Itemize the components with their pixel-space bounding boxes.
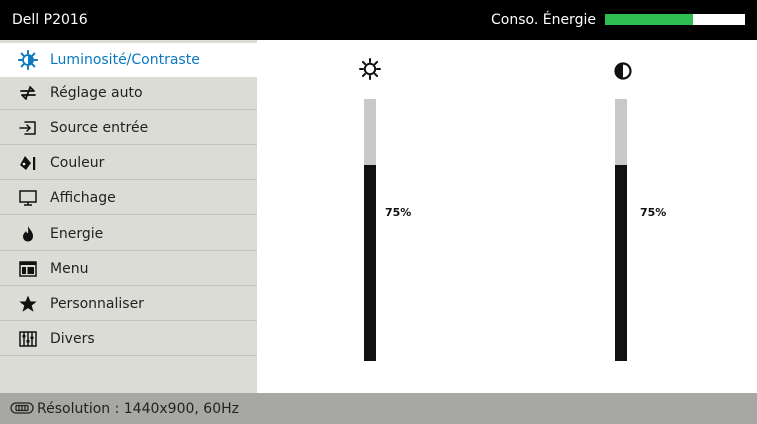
title-bar: Dell P2016 Conso. Énergie — [0, 0, 757, 40]
menu-icon — [18, 259, 38, 279]
menu-item-color[interactable]: Couleur — [0, 146, 257, 180]
menu-item-brightness-contrast[interactable]: Luminosité/Contraste — [0, 43, 257, 77]
others-icon — [18, 329, 38, 349]
contrast-value: 75% — [640, 206, 667, 219]
menu-item-label: Luminosité/Contraste — [50, 52, 200, 68]
color-icon — [18, 153, 38, 173]
menu-item-label: Energie — [50, 225, 104, 242]
menu-item-personalize[interactable]: Personnaliser — [0, 287, 257, 321]
auto-adjust-icon — [18, 83, 38, 103]
brightness-contrast-icon — [18, 50, 38, 70]
contrast-slider-fill — [615, 164, 627, 361]
sidebar-menu: Luminosité/Contraste Réglage auto Source… — [0, 40, 257, 393]
resolution-text: Résolution : 1440x900, 60Hz — [37, 401, 239, 417]
energy-meter — [605, 14, 745, 25]
resolution-icon — [10, 402, 34, 418]
brightness-value: 75% — [385, 206, 412, 219]
menu-item-display[interactable]: Affichage — [0, 181, 257, 215]
energy-meter-fill — [605, 14, 694, 25]
contrast-icon — [612, 60, 634, 82]
menu-item-label: Menu — [50, 260, 89, 277]
menu-item-label: Divers — [50, 330, 95, 347]
main-panel: 75% 75% — [257, 40, 757, 393]
status-bar: Résolution : 1440x900, 60Hz — [0, 393, 757, 424]
menu-item-label: Réglage auto — [50, 84, 143, 101]
contrast-slider[interactable] — [615, 99, 627, 361]
input-source-icon — [18, 118, 38, 138]
brightness-slider[interactable] — [364, 99, 376, 361]
menu-item-label: Couleur — [50, 154, 105, 171]
menu-item-menu[interactable]: Menu — [0, 252, 257, 286]
menu-item-others[interactable]: Divers — [0, 322, 257, 356]
energy-icon — [18, 224, 38, 244]
menu-item-label: Source entrée — [50, 119, 149, 136]
sun-icon — [359, 58, 381, 80]
brightness-slider-fill — [364, 164, 376, 361]
menu-item-auto-adjust[interactable]: Réglage auto — [0, 76, 257, 110]
menu-item-energy[interactable]: Energie — [0, 217, 257, 251]
menu-item-input-source[interactable]: Source entrée — [0, 111, 257, 145]
monitor-title: Dell P2016 — [12, 12, 88, 28]
energy-consumption-label: Conso. Énergie — [491, 12, 596, 28]
menu-item-label: Affichage — [50, 189, 116, 206]
display-icon — [18, 188, 38, 208]
menu-item-label: Personnaliser — [50, 295, 144, 312]
star-icon — [18, 294, 38, 314]
